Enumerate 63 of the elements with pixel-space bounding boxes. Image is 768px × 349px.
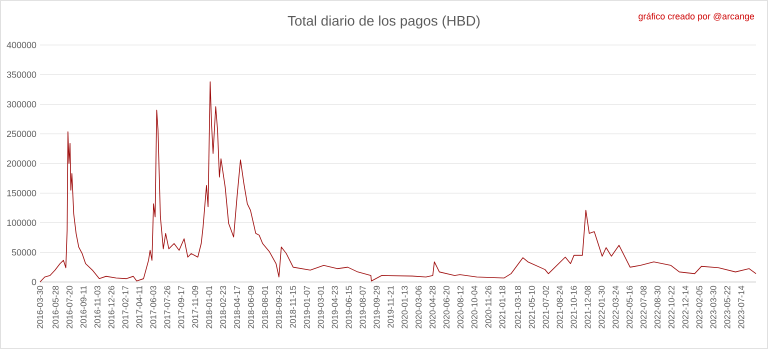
x-tick-label: 2019-08-07: [360, 286, 366, 328]
x-tick-label: 2020-10-04: [471, 286, 478, 328]
x-tick-label: 2021-10-16: [570, 286, 577, 328]
y-tick-label: 0: [32, 278, 36, 286]
x-tick-label: 2018-11-15: [290, 286, 296, 328]
x-tick-label: 2021-03-18: [514, 286, 521, 328]
x-tick-label: 2022-10-22: [668, 286, 674, 328]
x-tick-label: 2018-02-23: [220, 286, 226, 328]
x-tick-label: 2017-02-17: [122, 286, 128, 328]
text: gráfico creado por @arcange: [638, 12, 754, 22]
x-tick-label: 2021-01-18: [499, 286, 506, 328]
x-tick-label: 2022-12-14: [682, 286, 688, 328]
x-tick-label: 2020-06-20: [443, 286, 450, 328]
x-tick-label: 2019-01-07: [304, 286, 310, 328]
x-tick-label: 2019-09-29: [374, 286, 380, 328]
x-tick-label: 2021-07-02: [542, 286, 549, 328]
line-series: [40, 81, 756, 282]
x-tick-label: 2020-03-06: [416, 286, 422, 328]
y-tick-label: 200000: [7, 160, 36, 167]
x-tick-label: 2020-01-13: [402, 286, 408, 328]
x-tick-label: 2018-06-09: [248, 286, 254, 328]
x-tick-label: 2019-04-23: [332, 286, 338, 328]
y-tick-label: 50000: [12, 249, 36, 256]
x-tick-label: 2017-09-17: [178, 286, 184, 328]
x-tick-label: 2020-04-28: [430, 286, 436, 328]
y-tick-label: 350000: [6, 71, 36, 78]
x-tick-label: 2020-08-12: [457, 286, 464, 328]
x-tick-label: 2022-08-30: [654, 286, 660, 328]
y-tick-label: 150000: [7, 190, 36, 196]
x-tick-label: 2023-07-14: [738, 286, 744, 328]
x-tick-label: 2022-07-08: [640, 286, 647, 328]
x-tick-label: 2017-07-26: [164, 286, 170, 328]
y-tick-label: 300000: [6, 101, 36, 108]
x-tick-label: 2016-11-03: [94, 286, 100, 328]
y-tick-label: 100000: [7, 220, 36, 226]
x-tick-label: 2022-03-24: [612, 286, 619, 328]
x-tick-label: 2023-03-30: [710, 286, 716, 328]
chart-title: Total diario de los pagos (HBD): [288, 15, 480, 28]
x-tick-label: 2017-06-03: [150, 286, 156, 328]
y-tick-label: 250000: [7, 130, 36, 138]
x-tick-label: 2016-03-30: [37, 286, 43, 328]
x-tick-label: 2016-07-20: [66, 286, 73, 328]
y-tick-label: 400000: [6, 42, 36, 48]
x-tick-label: 2023-02-05: [696, 286, 702, 328]
x-tick-label: 2016-09-11: [80, 286, 86, 328]
x-tick-label: 2021-12-08: [584, 286, 591, 328]
x-tick-label: 2019-11-21: [388, 286, 394, 328]
x-tick-label: 2017-04-11: [136, 286, 142, 328]
x-tick-label: 2016-05-28: [52, 286, 59, 328]
x-tick-label: 2019-03-01: [318, 286, 324, 328]
x-tick-label: 2018-01-01: [206, 286, 212, 328]
x-tick-label: 2016-12-26: [108, 286, 114, 328]
x-tick-label: 2020-11-26: [485, 286, 492, 328]
x-tick-label: 2022-05-16: [626, 286, 633, 328]
x-tick-label: 2018-04-17: [234, 286, 240, 328]
x-tick-label: 2021-08-24: [556, 286, 563, 328]
x-tick-label: 2018-08-01: [262, 286, 268, 328]
x-tick-label: 2018-09-23: [276, 286, 282, 328]
x-tick-label: 2022-01-30: [598, 286, 605, 328]
x-tick-label: 2021-05-10: [528, 286, 535, 328]
x-tick-label: 2019-06-15: [346, 286, 352, 328]
x-tick-label: 2023-05-22: [724, 286, 730, 328]
x-tick-label: 2017-11-09: [192, 286, 198, 328]
